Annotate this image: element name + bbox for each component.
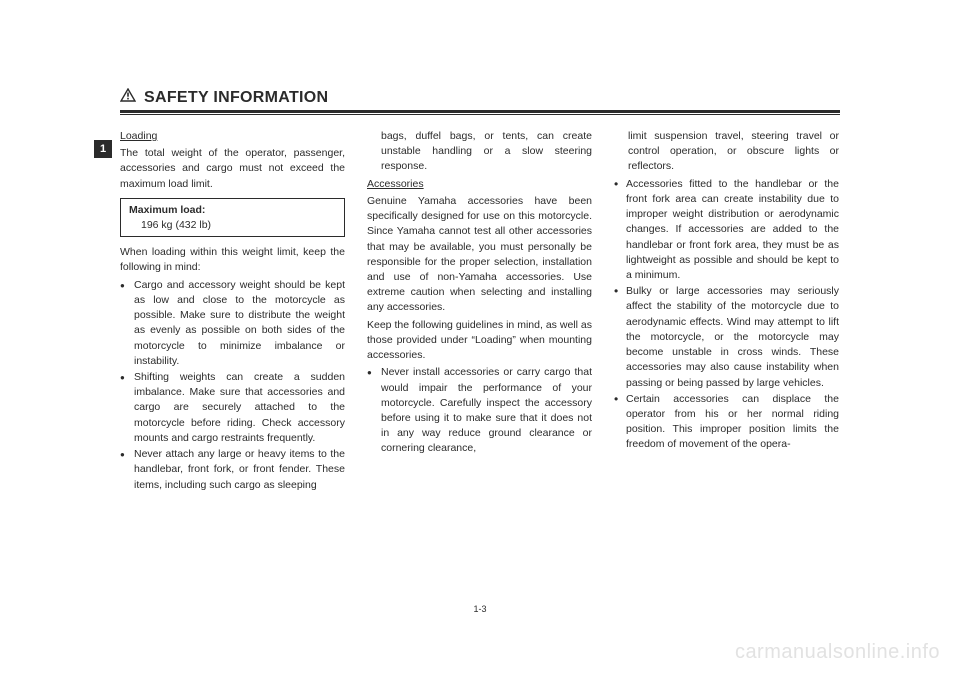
list-item: Never attach any large or heavy items to…	[120, 447, 345, 493]
col3-subbullets: Accessories fitted to the handlebar or t…	[614, 177, 839, 453]
list-item: Certain accessories can displace the ope…	[614, 392, 839, 453]
list-item: Never install accessories or carry cargo…	[367, 365, 592, 456]
col1-bullets: Cargo and accessory weight should be kep…	[120, 278, 345, 493]
col2-carryover: bags, duffel bags, or tents, can create …	[367, 129, 592, 175]
list-item: Shifting weights can create a sudden imb…	[120, 370, 345, 446]
page-number: 1-3	[120, 604, 840, 614]
accessories-p1: Genuine Yamaha accessories have been spe…	[367, 194, 592, 316]
column-1: Loading The total weight of the operator…	[120, 129, 345, 494]
max-load-label: Maximum load:	[129, 203, 336, 218]
loading-intro: The total weight of the operator, passen…	[120, 146, 345, 192]
col3-carryover: limit suspension travel, steering travel…	[614, 129, 839, 175]
column-2: bags, duffel bags, or tents, can create …	[367, 129, 592, 494]
chapter-tab: 1	[94, 140, 112, 158]
manual-page: SAFETY INFORMATION 1 Loading The total w…	[120, 88, 840, 608]
header-rule-thin	[120, 114, 840, 115]
accessories-heading: Accessories	[367, 177, 592, 192]
column-3: limit suspension travel, steering travel…	[614, 129, 839, 494]
content-columns: Loading The total weight of the operator…	[120, 129, 840, 494]
when-loading-text: When loading within this weight limit, k…	[120, 245, 345, 275]
list-item: Cargo and accessory weight should be kep…	[120, 278, 345, 369]
accessories-p2: Keep the following guidelines in mind, a…	[367, 318, 592, 364]
list-item: Bulky or large accessories may seriously…	[614, 284, 839, 391]
max-load-box: Maximum load: 196 kg (432 lb)	[120, 198, 345, 237]
page-title: SAFETY INFORMATION	[144, 89, 328, 107]
warning-triangle-icon	[120, 88, 136, 102]
col2-bullets: Never install accessories or carry cargo…	[367, 365, 592, 456]
watermark: carmanualsonline.info	[735, 641, 940, 664]
list-item: Accessories fitted to the handlebar or t…	[614, 177, 839, 284]
page-header: SAFETY INFORMATION	[120, 88, 840, 107]
loading-heading: Loading	[120, 129, 345, 144]
max-load-value: 196 kg (432 lb)	[129, 218, 336, 233]
header-rule-thick	[120, 110, 840, 113]
